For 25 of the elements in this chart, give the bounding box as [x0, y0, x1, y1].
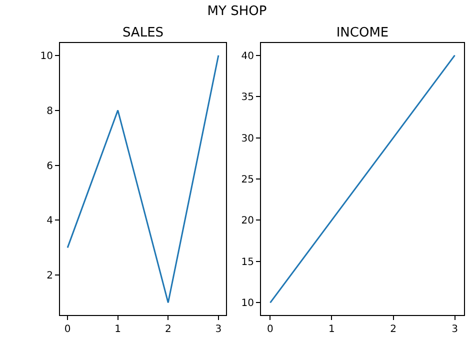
y-tick-label: 8	[46, 106, 53, 117]
x-tick-label: 1	[328, 324, 335, 335]
line-series	[66, 54, 220, 304]
x-tick-label: 2	[390, 324, 396, 335]
y-tick-label: 40	[241, 50, 254, 62]
chart-title: INCOME	[336, 26, 389, 41]
y-tick-label: 2	[46, 270, 53, 282]
x-tick-label: 0	[64, 324, 71, 335]
y-tick-label: 15	[241, 256, 254, 268]
y-tick-label: 10	[241, 298, 254, 310]
x-tick-label: 3	[452, 324, 458, 335]
y-tick-label: 20	[241, 216, 254, 227]
x-tick-label: 1	[114, 324, 122, 335]
y-tick-label: 30	[241, 133, 254, 144]
y-tick-label: 10	[40, 50, 53, 62]
text: MY SHOP	[206, 4, 268, 19]
x-tick-label: 2	[164, 324, 172, 335]
y-tick-label: 35	[241, 92, 254, 104]
y-tick-label: 25	[241, 174, 254, 186]
line-series	[269, 54, 456, 304]
x-tick-label: 3	[215, 324, 222, 335]
y-tick-label: 6	[46, 160, 53, 172]
chart-title: SALES	[122, 26, 164, 41]
y-tick-label: 4	[46, 216, 53, 227]
x-tick-label: 0	[267, 324, 274, 335]
